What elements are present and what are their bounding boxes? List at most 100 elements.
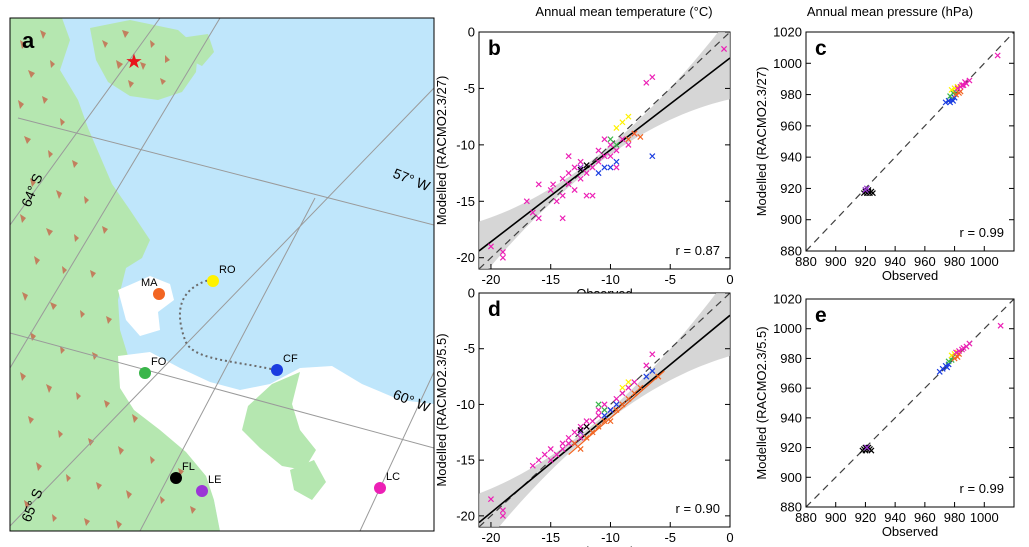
- plot-b-point: [613, 141, 620, 148]
- plot-e-marks: [806, 299, 1014, 507]
- plot-c-panel-label: c: [815, 37, 827, 60]
- plot-b-point: [499, 249, 506, 256]
- plot-b-point: [589, 164, 596, 171]
- plot-d-point: [547, 457, 554, 464]
- plot-e-r-value: r = 0.99: [960, 481, 1004, 496]
- plot-b-ytick-label: -5: [463, 81, 475, 96]
- plot-c-ylabel: Modelled (RACMO2.3/27): [754, 67, 769, 217]
- plot-b-point: [565, 170, 572, 177]
- map-route: [178, 278, 277, 371]
- plot-b-point: [559, 175, 566, 182]
- plot-b-marks: [479, 32, 730, 269]
- plot-b-point: [607, 164, 614, 171]
- plot-b-point: [571, 186, 578, 194]
- plot-e-xtick-label: 920: [855, 510, 877, 525]
- plot-c-point: [953, 91, 960, 98]
- plot-c-marks: [806, 32, 1014, 251]
- plot-b-point: [565, 181, 572, 188]
- station-ma-marker: [153, 288, 165, 300]
- map-star-icon: ★: [125, 51, 143, 73]
- station-lc-label: LC: [386, 471, 400, 483]
- plot-e-xtick-label: 980: [944, 510, 966, 525]
- plot-d-xlabel: Observed: [576, 544, 632, 547]
- plot-b-point: [559, 192, 566, 199]
- map-island-south-2: [290, 460, 326, 500]
- plot-d-point: [613, 406, 620, 414]
- plot-e-point: [960, 345, 967, 352]
- plot-d-point: [529, 462, 536, 469]
- plot-d-point: [619, 390, 626, 397]
- plot-d-point: [595, 423, 602, 430]
- plot-d-panel-label: d: [488, 298, 501, 321]
- plot-d-point: [499, 512, 506, 519]
- plot-b-point: [601, 136, 608, 143]
- plot-c-point: [863, 185, 870, 192]
- map-panel-label: a: [22, 28, 35, 53]
- plot-e-point: [951, 355, 958, 362]
- plot-b-point: [589, 192, 596, 199]
- station-ma-label: MA: [141, 277, 158, 289]
- plot-b-point: [625, 136, 632, 143]
- plot-e-point: [954, 353, 961, 360]
- plot-d-point: [577, 445, 584, 453]
- plot-d-point: [565, 434, 572, 441]
- plot-c-ytick-label: 940: [780, 150, 802, 165]
- plot-c-content: [806, 32, 1014, 251]
- plot-b-ylabel: Modelled (RACMO2.3/27): [434, 76, 449, 226]
- plot-c-point: [951, 94, 958, 101]
- plot-c-ytick-label: 1000: [773, 56, 802, 71]
- scatter-panel-d: -20 -15 -10 -5 0 0 -5 -10 -15 -20 d r = 0.90 Observe…: [434, 286, 734, 547]
- plot-b-point: [595, 147, 602, 154]
- plot-b-xtick-label: -15: [541, 272, 560, 287]
- plot-b-point: [577, 175, 584, 182]
- plot-e-point: [862, 444, 869, 451]
- map-island-south: [242, 372, 316, 470]
- plot-d-point: [655, 373, 662, 380]
- plot-d-point: [601, 412, 608, 419]
- plot-d-point: [577, 427, 584, 434]
- plot-b-point: [583, 162, 590, 169]
- plot-c-xtick-label: 1000: [970, 254, 999, 269]
- plot-d-ytick-label: 0: [468, 286, 475, 301]
- plot-d-point: [607, 418, 614, 425]
- plot-b-point: [607, 153, 614, 160]
- plot-d-point: [589, 418, 596, 425]
- plot-d-point: [631, 390, 638, 397]
- plot-e-point: [948, 356, 955, 363]
- plot-c-point: [954, 85, 961, 92]
- station-fl-label: FL: [182, 461, 195, 473]
- plot-e-point: [944, 364, 951, 371]
- plot-d-point: [601, 401, 608, 408]
- plot-d-ytick-label: -15: [456, 453, 475, 468]
- scatter-panel-e: 880 900 920 940 960 980 1000 1020 1000 980 960 940 9…: [754, 292, 1015, 539]
- plot-e-point: [997, 322, 1004, 329]
- plot-b-point: [720, 45, 728, 52]
- plot-b-point: [625, 113, 632, 120]
- plot-c-xtick-label: 880: [795, 254, 817, 269]
- plot-c-ytick-label: 920: [780, 181, 802, 196]
- plot-d-point: [643, 373, 650, 380]
- plot-d-ylabel: Modelled (RACMO2.3/5.5): [434, 333, 449, 486]
- plot-e-ytick-label: 940: [780, 410, 802, 425]
- plot-b-xtick-label: 0: [726, 272, 733, 287]
- plot-b-xtick-label: -5: [664, 272, 676, 287]
- plot-d-point: [619, 384, 626, 391]
- plot-d-xtick-label: -20: [482, 530, 501, 545]
- plot-b-one-to-one-line: [479, 32, 730, 269]
- plot-b-point: [631, 130, 638, 137]
- plot-b-point: [607, 136, 614, 143]
- plot-e-xtick-label: 940: [884, 510, 906, 525]
- plot-b-content: [479, 32, 730, 269]
- plot-c-point: [950, 97, 957, 104]
- plot-d-point: [607, 406, 614, 414]
- plot-d-point: [649, 351, 656, 358]
- plot-c-ytick-label: 900: [780, 212, 802, 227]
- plot-b-point: [619, 119, 626, 126]
- plot-d-point: [559, 445, 566, 453]
- plot-b-point: [613, 164, 620, 171]
- plot-d-ytick-label: -5: [463, 341, 475, 356]
- station-cf-label: CF: [283, 353, 298, 365]
- plot-b-point: [619, 136, 626, 143]
- plot-d-point: [625, 384, 632, 391]
